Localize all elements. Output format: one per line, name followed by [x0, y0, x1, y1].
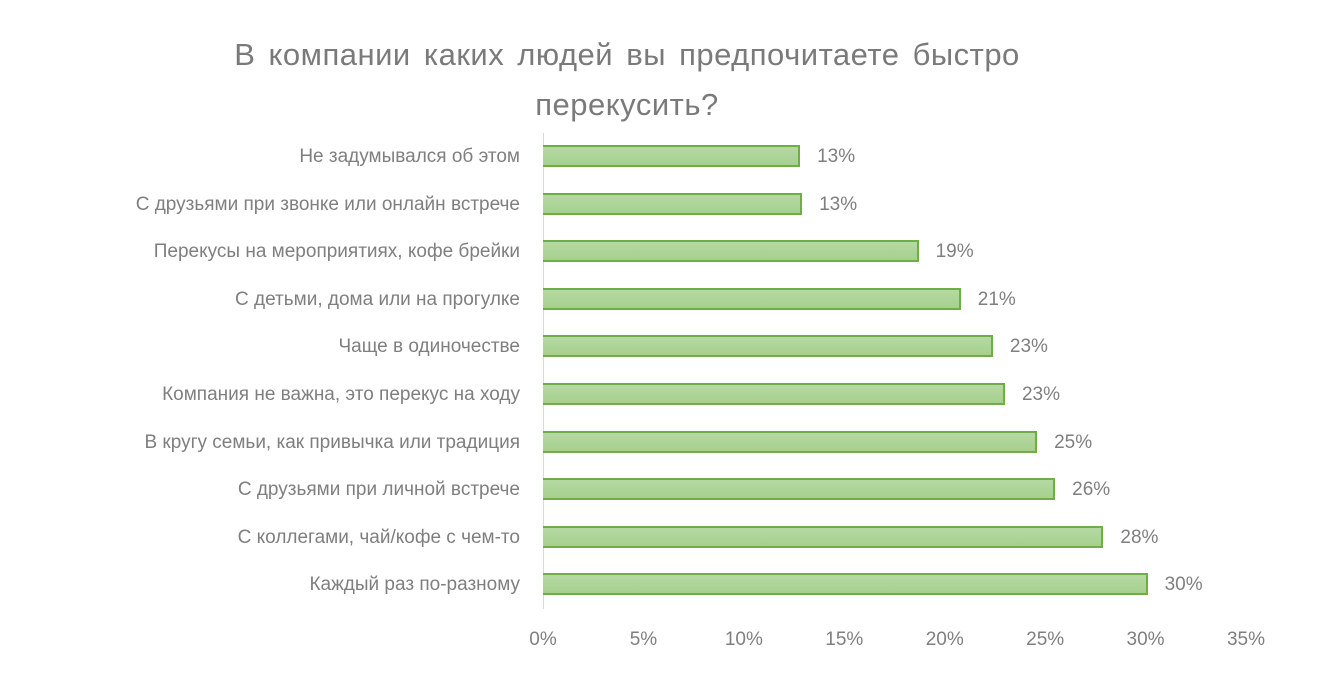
data-label: 23% [1021, 384, 1060, 405]
bar[interactable] [543, 430, 1038, 453]
x-tick-label: 10% [724, 629, 763, 650]
category-label: Каждый раз по-разному [309, 574, 520, 596]
data-label: 25% [1054, 431, 1093, 453]
chart-title-line-2: перекусить? [535, 87, 719, 122]
x-tick-label: 0% [529, 629, 557, 650]
category-axis-line [543, 133, 544, 609]
chart-title-line-1: В компании каких людей вы предпочитаете … [234, 37, 1020, 72]
bar-row: Каждый раз по-разному 30% [0, 561, 1317, 609]
data-label: 13% [817, 146, 856, 167]
plot-area: Не задумывался об этом 13% С друзьями при … [136, 133, 1246, 609]
bar-row: Перекусы на мероприятиях, кофе брейки 19% [0, 228, 1317, 276]
chart-title: В компании каких людей вы предпочитаете … [0, 30, 1254, 130]
bar[interactable] [543, 287, 961, 310]
value-axis: 0% 5% 10% 15% 20% 25% 30% 35% [0, 625, 1317, 655]
category-label: Перекусы на мероприятиях, кофе брейки [153, 241, 520, 263]
bar[interactable] [543, 240, 919, 263]
bar[interactable] [543, 525, 1104, 548]
data-label: 19% [935, 241, 974, 263]
category-label: С коллегами, чай/кофе с чем-то [237, 526, 520, 548]
category-label: Не задумывался об этом [299, 146, 520, 167]
data-label: 23% [1009, 336, 1048, 358]
bar[interactable] [543, 573, 1148, 596]
x-tick-label: 35% [1226, 629, 1266, 650]
x-tick-label: 15% [825, 629, 864, 650]
x-tick-label: 25% [1026, 629, 1065, 650]
bar-row: В кругу семьи, как привычка или традиция… [0, 419, 1317, 467]
category-label: Чаще в одиночестве [338, 336, 520, 358]
bar[interactable] [543, 192, 803, 215]
bar[interactable] [543, 145, 801, 167]
bar[interactable] [543, 478, 1056, 501]
x-tick-label: 5% [629, 629, 658, 650]
bar-row: Чаще в одиночестве 23% [0, 323, 1317, 371]
category-label: Компания не важна, это перекус на ходу [162, 384, 520, 405]
category-label: С друзьями при звонке или онлайн встрече [135, 193, 520, 215]
data-label: 21% [977, 288, 1016, 310]
x-tick-label: 30% [1126, 629, 1165, 650]
bar-row: С коллегами, чай/кофе с чем-то 28% [0, 514, 1317, 562]
category-label: С детьми, дома или на прогулке [235, 288, 520, 310]
bar[interactable] [543, 383, 1005, 405]
data-label: 30% [1164, 574, 1203, 596]
data-label: 13% [819, 193, 858, 215]
data-label: 26% [1072, 479, 1111, 501]
data-label: 28% [1120, 526, 1159, 548]
bar-row: С друзьями при личной встрече 26% [0, 466, 1317, 514]
bar-row: Не задумывался об этом 13% [0, 133, 1317, 181]
category-label: В кругу семьи, как привычка или традиция [144, 431, 520, 453]
bar-row: С детьми, дома или на прогулке 21% [0, 276, 1317, 324]
bar-row: С друзьями при звонке или онлайн встрече… [0, 181, 1317, 229]
bar[interactable] [543, 335, 993, 358]
x-tick-label: 20% [925, 629, 964, 650]
category-label: С друзьями при личной встрече [237, 479, 520, 501]
bar-row: Компания не важна, это перекус на ходу 23… [0, 371, 1317, 419]
